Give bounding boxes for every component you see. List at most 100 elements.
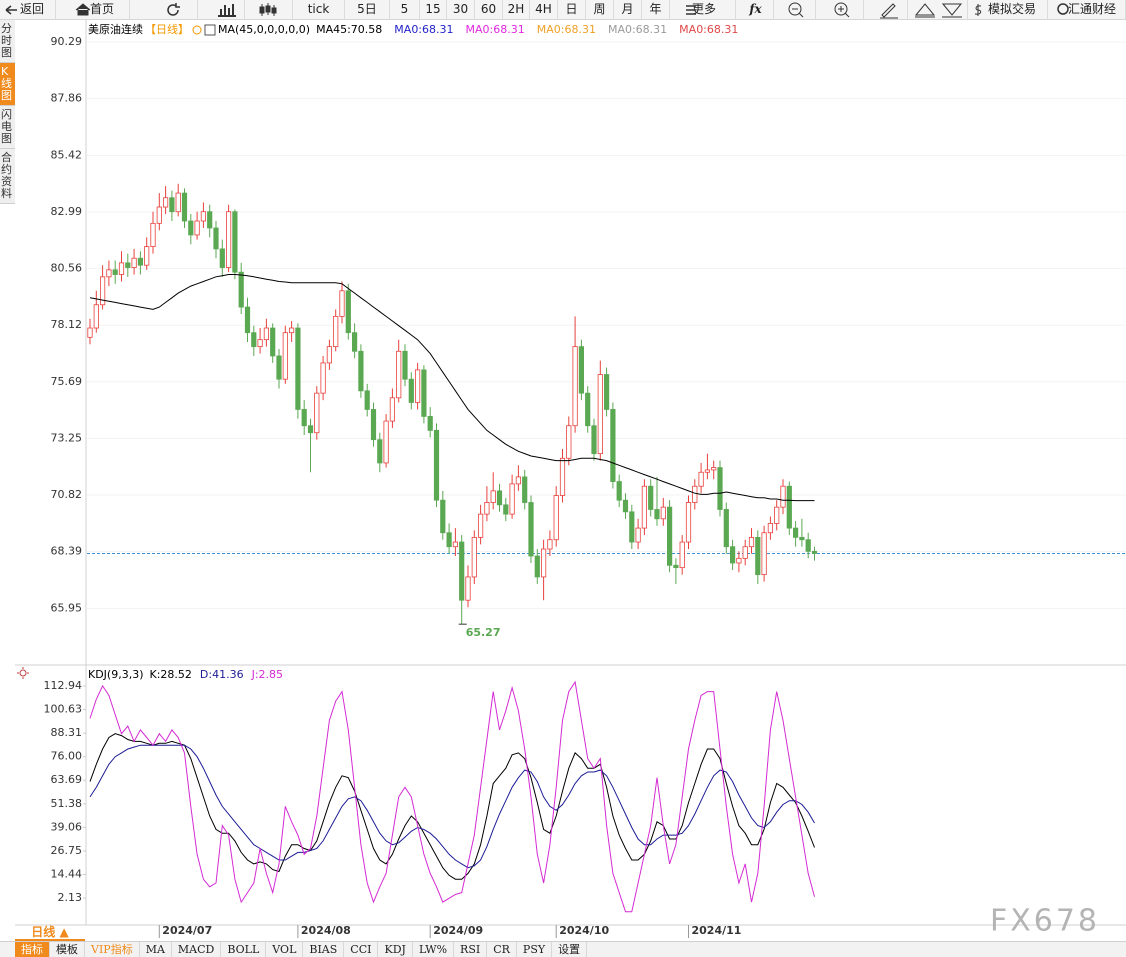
bottom-tab[interactable]: 设置 — [552, 942, 588, 957]
toolbar-button[interactable] — [140, 0, 198, 19]
toolbar-button[interactable]: 更多 — [672, 0, 736, 19]
toolbar-button[interactable]: 首页 — [70, 0, 130, 19]
candle-body — [534, 555, 540, 578]
y-tick-label: 100.63 — [44, 703, 83, 716]
candle-body — [566, 425, 572, 459]
bottom-tab[interactable]: LW% — [413, 942, 455, 957]
candle-body — [805, 539, 811, 552]
toolbar-button[interactable]: 60 — [475, 0, 503, 19]
candle-body — [370, 409, 377, 441]
bottom-tab[interactable]: RSI — [454, 942, 488, 957]
candle-body — [578, 346, 585, 394]
toolbar-button[interactable]: 15 — [420, 0, 447, 19]
toolbar-button[interactable]: tick — [293, 0, 345, 19]
toolbar-button[interactable] — [820, 0, 864, 19]
watermark: FX678 — [990, 904, 1100, 939]
indicator-label: MA(45,0,0,0,0,0) — [218, 23, 310, 36]
side-tab[interactable]: K线图 — [0, 63, 15, 106]
candle-body — [522, 476, 528, 503]
candle-body — [660, 506, 666, 520]
candle-body — [679, 541, 685, 569]
candle-body — [408, 378, 414, 403]
candle-body — [301, 409, 307, 427]
toolbar-button[interactable] — [245, 0, 293, 19]
toolbar-button[interactable]: 年 — [642, 0, 670, 19]
candle-body — [414, 369, 421, 403]
bottom-tab[interactable]: CCI — [344, 942, 379, 957]
candle-body — [685, 502, 692, 543]
toolbar-button[interactable]: 2H — [503, 0, 530, 19]
bottom-tab[interactable]: PSY — [517, 942, 553, 957]
candle-body — [673, 564, 679, 569]
bottom-tab[interactable]: MA — [140, 942, 172, 957]
y-tick-label: 76.00 — [51, 750, 83, 763]
bottom-tab[interactable]: VIP指标 — [85, 942, 140, 957]
y-tick-label: 78.12 — [51, 318, 83, 331]
toolbar-button[interactable]: 模拟交易 — [968, 0, 1048, 19]
toolbar-button[interactable] — [776, 0, 816, 19]
toolbar-button[interactable] — [866, 0, 908, 19]
toolbar-button[interactable]: 返回 — [0, 0, 56, 19]
bottom-tabs: 指标 模板 VIP指标 MA MACD BOLL VOL BIAS CCI KDJ LW% RSI CR… — [0, 941, 1126, 957]
candle-body — [446, 532, 452, 548]
y-tick-label: 75.69 — [51, 375, 83, 388]
candle-body — [169, 197, 175, 213]
candle-body — [125, 262, 131, 268]
candle-body — [459, 541, 465, 601]
candle-body — [232, 211, 238, 273]
toolbar-button[interactable] — [908, 0, 968, 19]
candle-body — [465, 576, 471, 601]
x-tick-label: 2024/07 — [162, 924, 212, 937]
toolbar-button[interactable]: 5 — [390, 0, 420, 19]
side-tab[interactable]: 合约资料 — [0, 149, 15, 204]
candle-body — [799, 536, 805, 541]
candle-body — [427, 416, 433, 431]
candle-body — [257, 339, 263, 348]
toolbar-button[interactable]: 汇通财经 — [1048, 0, 1126, 19]
y-tick-label: 70.82 — [51, 488, 83, 501]
candle-body — [528, 502, 534, 557]
bottom-tab[interactable]: 模板 — [50, 942, 85, 957]
kdj-settings-icon[interactable] — [17, 667, 29, 679]
toolbar-button[interactable]: 月 — [614, 0, 642, 19]
candle-body — [295, 327, 301, 410]
bottom-tab[interactable]: KDJ — [378, 942, 413, 957]
candle-body — [717, 467, 723, 510]
toolbar-button[interactable]: fx — [738, 0, 774, 19]
x-tick-label: 2024/11 — [692, 924, 742, 937]
candle-body — [793, 527, 799, 538]
candle-body — [200, 211, 206, 222]
period-tab[interactable]: 日线 ▲ — [15, 925, 85, 941]
toolbar-button[interactable]: 周 — [586, 0, 614, 19]
candle-body — [320, 362, 326, 394]
bottom-tab[interactable]: BOLL — [221, 942, 267, 957]
toolbar-button[interactable] — [200, 0, 245, 19]
bottom-tab[interactable]: VOL — [266, 942, 304, 957]
candle-body — [440, 499, 446, 534]
candle-body — [326, 346, 333, 364]
bottom-tab[interactable]: CR — [487, 942, 517, 957]
toolbar-button[interactable]: 30 — [447, 0, 475, 19]
toolbar-button[interactable]: 4H — [530, 0, 558, 19]
candle-body — [559, 457, 566, 496]
toolbar-button[interactable]: 5日 — [345, 0, 390, 19]
candle-body — [207, 211, 213, 229]
candle-body — [496, 490, 503, 506]
candle-body — [477, 513, 484, 538]
legend-entry: MA45:70.58 — [316, 23, 382, 36]
legend-entry: MA0:68.31 — [394, 23, 453, 36]
candle-body — [635, 527, 641, 543]
candle-body — [490, 490, 496, 503]
side-tab[interactable]: 分时图 — [0, 20, 15, 63]
toolbar-button[interactable]: 日 — [558, 0, 586, 19]
indicator-line — [89, 733, 815, 880]
bottom-tab[interactable]: BIAS — [303, 942, 345, 957]
candle-body — [541, 548, 547, 578]
bottom-tab[interactable]: MACD — [172, 942, 222, 957]
side-tab[interactable]: 闪电图 — [0, 106, 15, 149]
candle-body — [314, 392, 320, 434]
bottom-tab[interactable]: 指标 — [15, 942, 50, 957]
candle-body — [610, 409, 616, 482]
x-tick-label: 2024/08 — [301, 924, 351, 937]
